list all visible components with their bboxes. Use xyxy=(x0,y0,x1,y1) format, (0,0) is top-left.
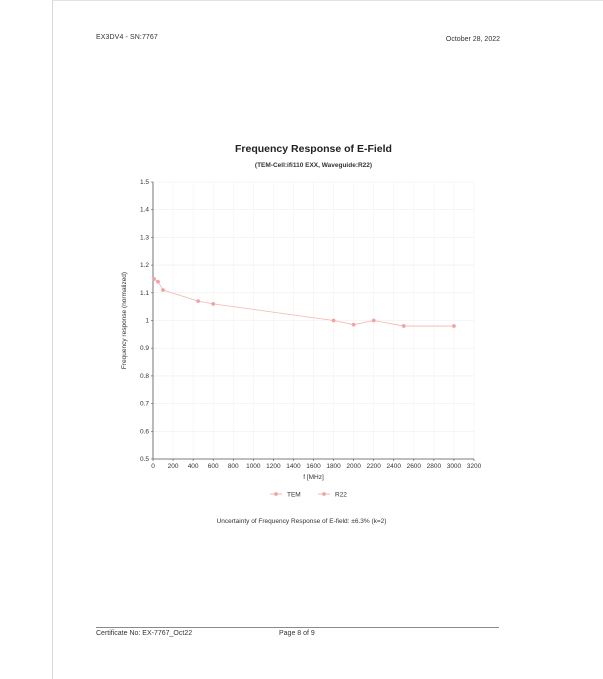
x-tick-label: 2200 xyxy=(366,463,381,470)
x-tick-label: 1600 xyxy=(306,463,321,470)
chart-subtitle: (TEM-Cell:ifi110 EXX, Waveguide:R22) xyxy=(254,162,373,169)
grid-layer xyxy=(152,181,475,460)
x-tick-label: 600 xyxy=(208,463,219,470)
tem-point xyxy=(161,288,165,292)
axis-layer: 0.5 0.6 0.7 0.8 0.9 1 1.1 1.2 1.3 1.4 1.5 0 200 400 60… xyxy=(121,179,482,481)
x-axis-label: f [MHz] xyxy=(303,474,324,481)
x-tick-label: 2000 xyxy=(346,463,361,470)
y-tick-label: 1.5 xyxy=(140,179,149,186)
r22-point xyxy=(452,324,456,328)
x-tick-label: 400 xyxy=(188,463,199,470)
tem-point xyxy=(156,279,160,284)
x-tick-label: 2600 xyxy=(407,463,422,470)
series-layer xyxy=(152,277,456,328)
legend-marker xyxy=(322,492,326,496)
y-tick-label: 0.7 xyxy=(140,401,149,408)
uncertainty-note: Uncertainty of Frequency Response of E-f… xyxy=(216,518,387,525)
tem-point xyxy=(152,277,156,281)
x-tick-label: 800 xyxy=(228,463,239,470)
y-tick-label: 1.2 xyxy=(140,262,149,269)
x-tick-label: 1000 xyxy=(246,463,261,470)
r22-point xyxy=(371,318,376,323)
x-tick-label: 3200 xyxy=(467,463,482,470)
x-tick-label: 0 xyxy=(151,463,155,470)
header-date: October 28, 2022 xyxy=(445,36,500,43)
x-tick-label: 1200 xyxy=(266,463,281,470)
x-tick-label: 1400 xyxy=(286,463,301,470)
x-tick-label: 3000 xyxy=(447,463,462,470)
x-tick-label: 1800 xyxy=(326,463,341,470)
x-tick-label: 200 xyxy=(168,463,179,470)
y-tick-label: 0.5 xyxy=(140,456,149,463)
r22-point xyxy=(331,318,336,323)
footer-page-number: Page 8 of 9 xyxy=(279,630,315,637)
footer-rule xyxy=(96,627,499,628)
y-tick-label: 1.4 xyxy=(140,207,149,214)
y-tick-label: 1.1 xyxy=(140,290,149,297)
y-tick-label: 0.8 xyxy=(140,373,149,380)
legend-marker xyxy=(274,492,278,496)
tem-point xyxy=(211,301,216,306)
header-probe-id: EX3DV4 - SN:7767 xyxy=(96,34,158,41)
response-curve xyxy=(153,278,454,327)
page-edge xyxy=(52,0,53,679)
y-tick-label: 1 xyxy=(145,318,149,325)
y-tick-label: 0.6 xyxy=(140,428,149,435)
y-axis-label: Frequency response (normalized) xyxy=(121,272,128,369)
r22-point xyxy=(351,322,356,327)
page-edge-top xyxy=(52,0,603,1)
footer-certificate-number: Certificate No: EX-7767_Oct22 xyxy=(96,630,193,637)
r22-point xyxy=(401,324,406,328)
legend-label-r22: R22 xyxy=(335,491,347,498)
legend-label-tem: TEM xyxy=(287,491,301,498)
x-tick-label: 2400 xyxy=(387,463,402,470)
x-tick-label: 2800 xyxy=(427,463,442,470)
legend-layer: TEM R22 xyxy=(270,491,347,498)
chart-title: Frequency Response of E-Field xyxy=(235,143,392,155)
y-tick-label: 0.9 xyxy=(140,345,149,352)
y-tick-label: 1.3 xyxy=(140,234,149,241)
tem-point xyxy=(196,299,201,304)
